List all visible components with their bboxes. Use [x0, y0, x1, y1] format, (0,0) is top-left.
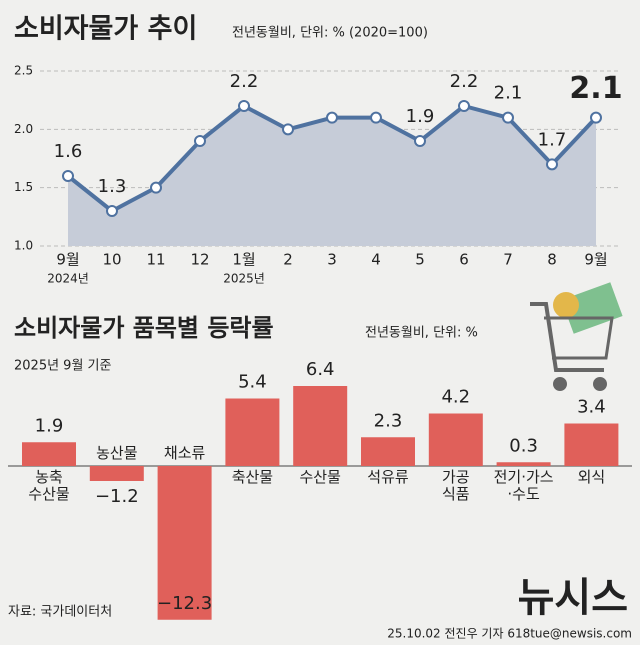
data-label: 1.6 [54, 141, 83, 162]
point [502, 111, 514, 124]
x-tick-label: 7 [503, 251, 513, 269]
point [458, 100, 470, 112]
data-label: 1.7 [538, 129, 567, 150]
x-tick-label: 농산물 [96, 444, 138, 462]
point [282, 123, 294, 136]
x-tick-label: 8 [547, 251, 557, 269]
y-tick-label: 1.5 [14, 180, 33, 194]
x-tick-sublabel: 2024년 [47, 272, 89, 286]
x-tick-label: 외식 [577, 468, 606, 486]
data-label: 4.2 [441, 387, 470, 408]
point [326, 111, 338, 124]
bar [293, 386, 348, 466]
chart-subtitle: 전년동월비, 단위: % (2020=100) [232, 26, 428, 41]
chart-subtitle: 전년동월비, 단위: % [365, 326, 478, 341]
data-label: 1.9 [406, 106, 435, 127]
chart-note: 2025년 9월 기준 [14, 359, 111, 374]
credit: 25.10.02 전진우 기자 618tue@newsis.com [387, 627, 632, 641]
x-tick-label: 채소류 [163, 444, 206, 462]
x-tick-label: 6 [459, 251, 469, 269]
y-tick-label: 2.0 [14, 122, 33, 136]
data-label: −1.2 [95, 486, 139, 507]
x-tick-label: 9월 [56, 251, 79, 269]
point [238, 100, 250, 112]
data-label: −12.3 [157, 593, 212, 614]
x-tick-label: 축산물 [231, 468, 274, 486]
point [590, 111, 602, 124]
x-tick-label: 5 [415, 251, 425, 269]
bar [428, 413, 483, 466]
cart-icon [530, 282, 623, 391]
x-tick-label: 3 [327, 251, 337, 269]
point [370, 111, 382, 124]
data-label: 5.4 [238, 372, 267, 393]
point [62, 170, 74, 182]
source: 자료: 국가데이터처 [8, 605, 112, 620]
y-tick-label: 2.5 [14, 64, 33, 78]
point [414, 135, 426, 147]
x-tick-label: 2 [283, 251, 293, 269]
point [194, 135, 206, 147]
bar [225, 398, 280, 466]
point [546, 158, 558, 171]
x-tick-label: 4 [371, 251, 381, 269]
x-tick-label: 1월 [232, 251, 255, 269]
x-tick-label: 11 [146, 251, 165, 269]
x-tick-label: 9월 [584, 251, 607, 269]
x-tick-sublabel: 2025년 [223, 272, 265, 286]
y-tick-label: 1.0 [14, 239, 33, 253]
bar [89, 466, 144, 481]
data-label: 6.4 [306, 359, 335, 380]
bar [361, 437, 415, 466]
data-label: 2.2 [450, 71, 479, 92]
x-tick-label: 10 [102, 251, 121, 269]
chart-title: 소비자물가 추이 [14, 14, 197, 45]
data-label: 1.3 [98, 176, 127, 197]
data-label: 2.3 [374, 410, 403, 431]
point [106, 205, 118, 217]
x-tick-label: 12 [190, 251, 209, 269]
x-tick-label: 수산물 [299, 468, 341, 486]
data-label: 2.2 [230, 71, 259, 92]
bar [564, 423, 619, 466]
x-tick-label: 전기·가스 ·수도 [493, 468, 554, 503]
data-label: 2.1 [569, 71, 622, 106]
bar [22, 442, 76, 466]
x-tick-label: 농축 수산물 [28, 468, 70, 503]
data-label: 2.1 [494, 83, 523, 104]
data-label: 1.9 [35, 415, 64, 436]
chart-title: 소비자물가 품목별 등락률 [14, 314, 274, 342]
data-label: 3.4 [577, 397, 606, 418]
logo: 뉴시스 [518, 575, 628, 621]
point [150, 181, 162, 194]
data-label: 0.3 [509, 435, 538, 456]
x-tick-label: 석유류 [367, 468, 409, 486]
x-tick-label: 가공 식품 [441, 468, 470, 503]
bar [157, 466, 212, 620]
bar [496, 462, 551, 466]
